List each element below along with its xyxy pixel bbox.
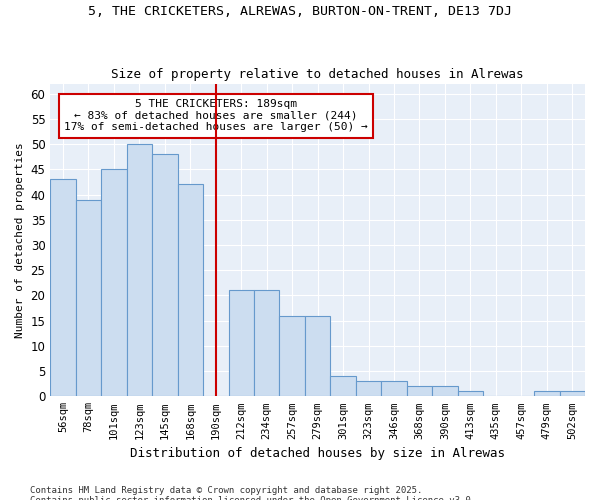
Title: Size of property relative to detached houses in Alrewas: Size of property relative to detached ho…	[112, 68, 524, 81]
Bar	[356, 381, 382, 396]
Bar	[432, 386, 458, 396]
Bar	[407, 386, 432, 396]
Bar	[560, 392, 585, 396]
Bar	[382, 381, 407, 396]
Bar	[152, 154, 178, 396]
Text: 5 THE CRICKETERS: 189sqm
← 83% of detached houses are smaller (244)
17% of semi-: 5 THE CRICKETERS: 189sqm ← 83% of detach…	[64, 99, 368, 132]
Bar	[331, 376, 356, 396]
Bar	[229, 290, 254, 397]
X-axis label: Distribution of detached houses by size in Alrewas: Distribution of detached houses by size …	[130, 447, 505, 460]
Bar	[101, 170, 127, 396]
Text: Contains public sector information licensed under the Open Government Licence v3: Contains public sector information licen…	[30, 496, 476, 500]
Bar	[50, 180, 76, 396]
Bar	[305, 316, 331, 396]
Bar	[76, 200, 101, 396]
Bar	[534, 392, 560, 396]
Bar	[254, 290, 280, 397]
Text: Contains HM Land Registry data © Crown copyright and database right 2025.: Contains HM Land Registry data © Crown c…	[30, 486, 422, 495]
Bar	[178, 184, 203, 396]
Y-axis label: Number of detached properties: Number of detached properties	[15, 142, 25, 338]
Bar	[127, 144, 152, 397]
Text: 5, THE CRICKETERS, ALREWAS, BURTON-ON-TRENT, DE13 7DJ: 5, THE CRICKETERS, ALREWAS, BURTON-ON-TR…	[88, 5, 512, 18]
Bar	[458, 392, 483, 396]
Bar	[280, 316, 305, 396]
